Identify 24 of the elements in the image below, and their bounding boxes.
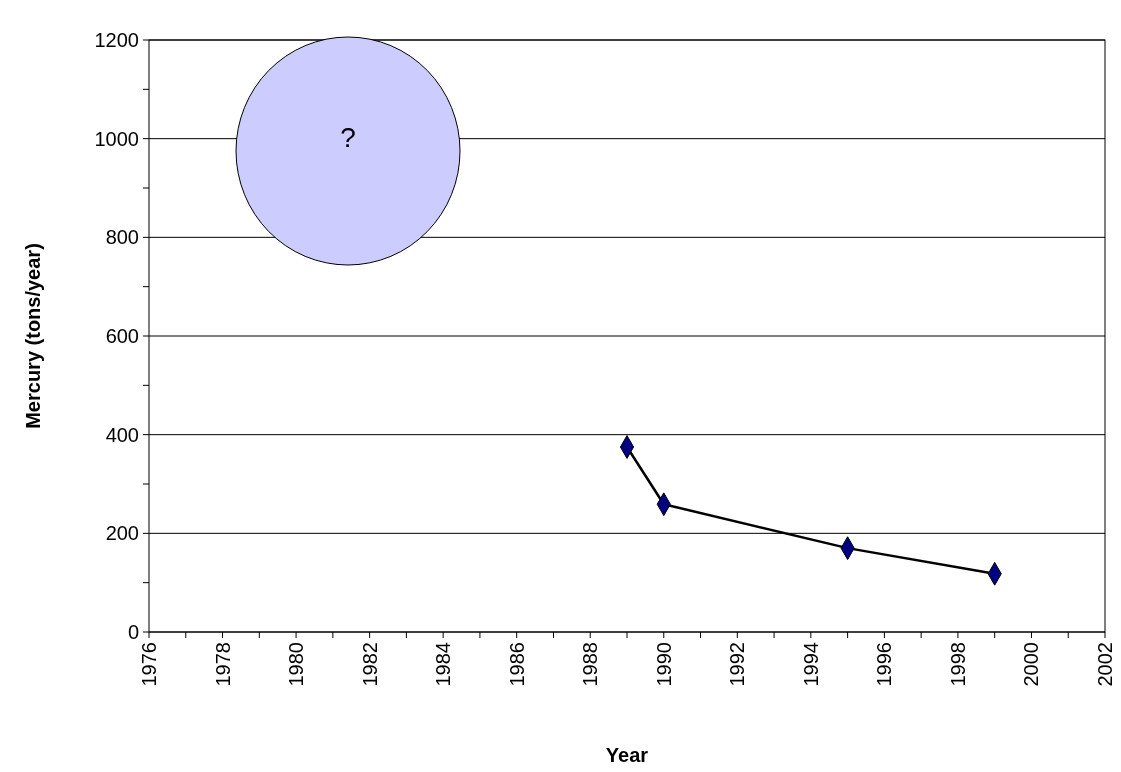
x-tick-label: 2002	[1094, 642, 1116, 687]
y-tick-label: 600	[105, 325, 139, 347]
x-tick-label: 1996	[873, 642, 896, 687]
y-axis-title: Mercury (tons/year)	[22, 243, 44, 429]
x-tick-label: 1980	[285, 642, 308, 687]
y-tick-label: 0	[127, 621, 139, 643]
y-tick-label: 200	[105, 522, 139, 545]
x-tick-label: 1984	[432, 642, 455, 687]
y-tick-label: 1000	[94, 127, 139, 150]
x-tick-label: 1976	[138, 642, 160, 687]
y-tick-label: 800	[105, 226, 139, 249]
y-tick-label: 400	[105, 423, 139, 446]
y-tick-label: 1200	[94, 29, 139, 51]
x-tick-label: 1994	[799, 642, 822, 687]
annotation: ?	[340, 121, 356, 153]
x-tick-label: 1988	[579, 642, 602, 687]
x-tick-label: 1978	[211, 642, 234, 687]
x-tick-label: 1986	[505, 642, 528, 687]
x-tick-label: 1982	[358, 642, 381, 687]
x-axis-title: Year	[605, 744, 649, 766]
x-tick-label: 2000	[1020, 642, 1043, 687]
x-tick-label: 1998	[946, 642, 969, 687]
x-tick-label: 1990	[652, 642, 675, 687]
x-tick-label: 1992	[726, 642, 749, 687]
